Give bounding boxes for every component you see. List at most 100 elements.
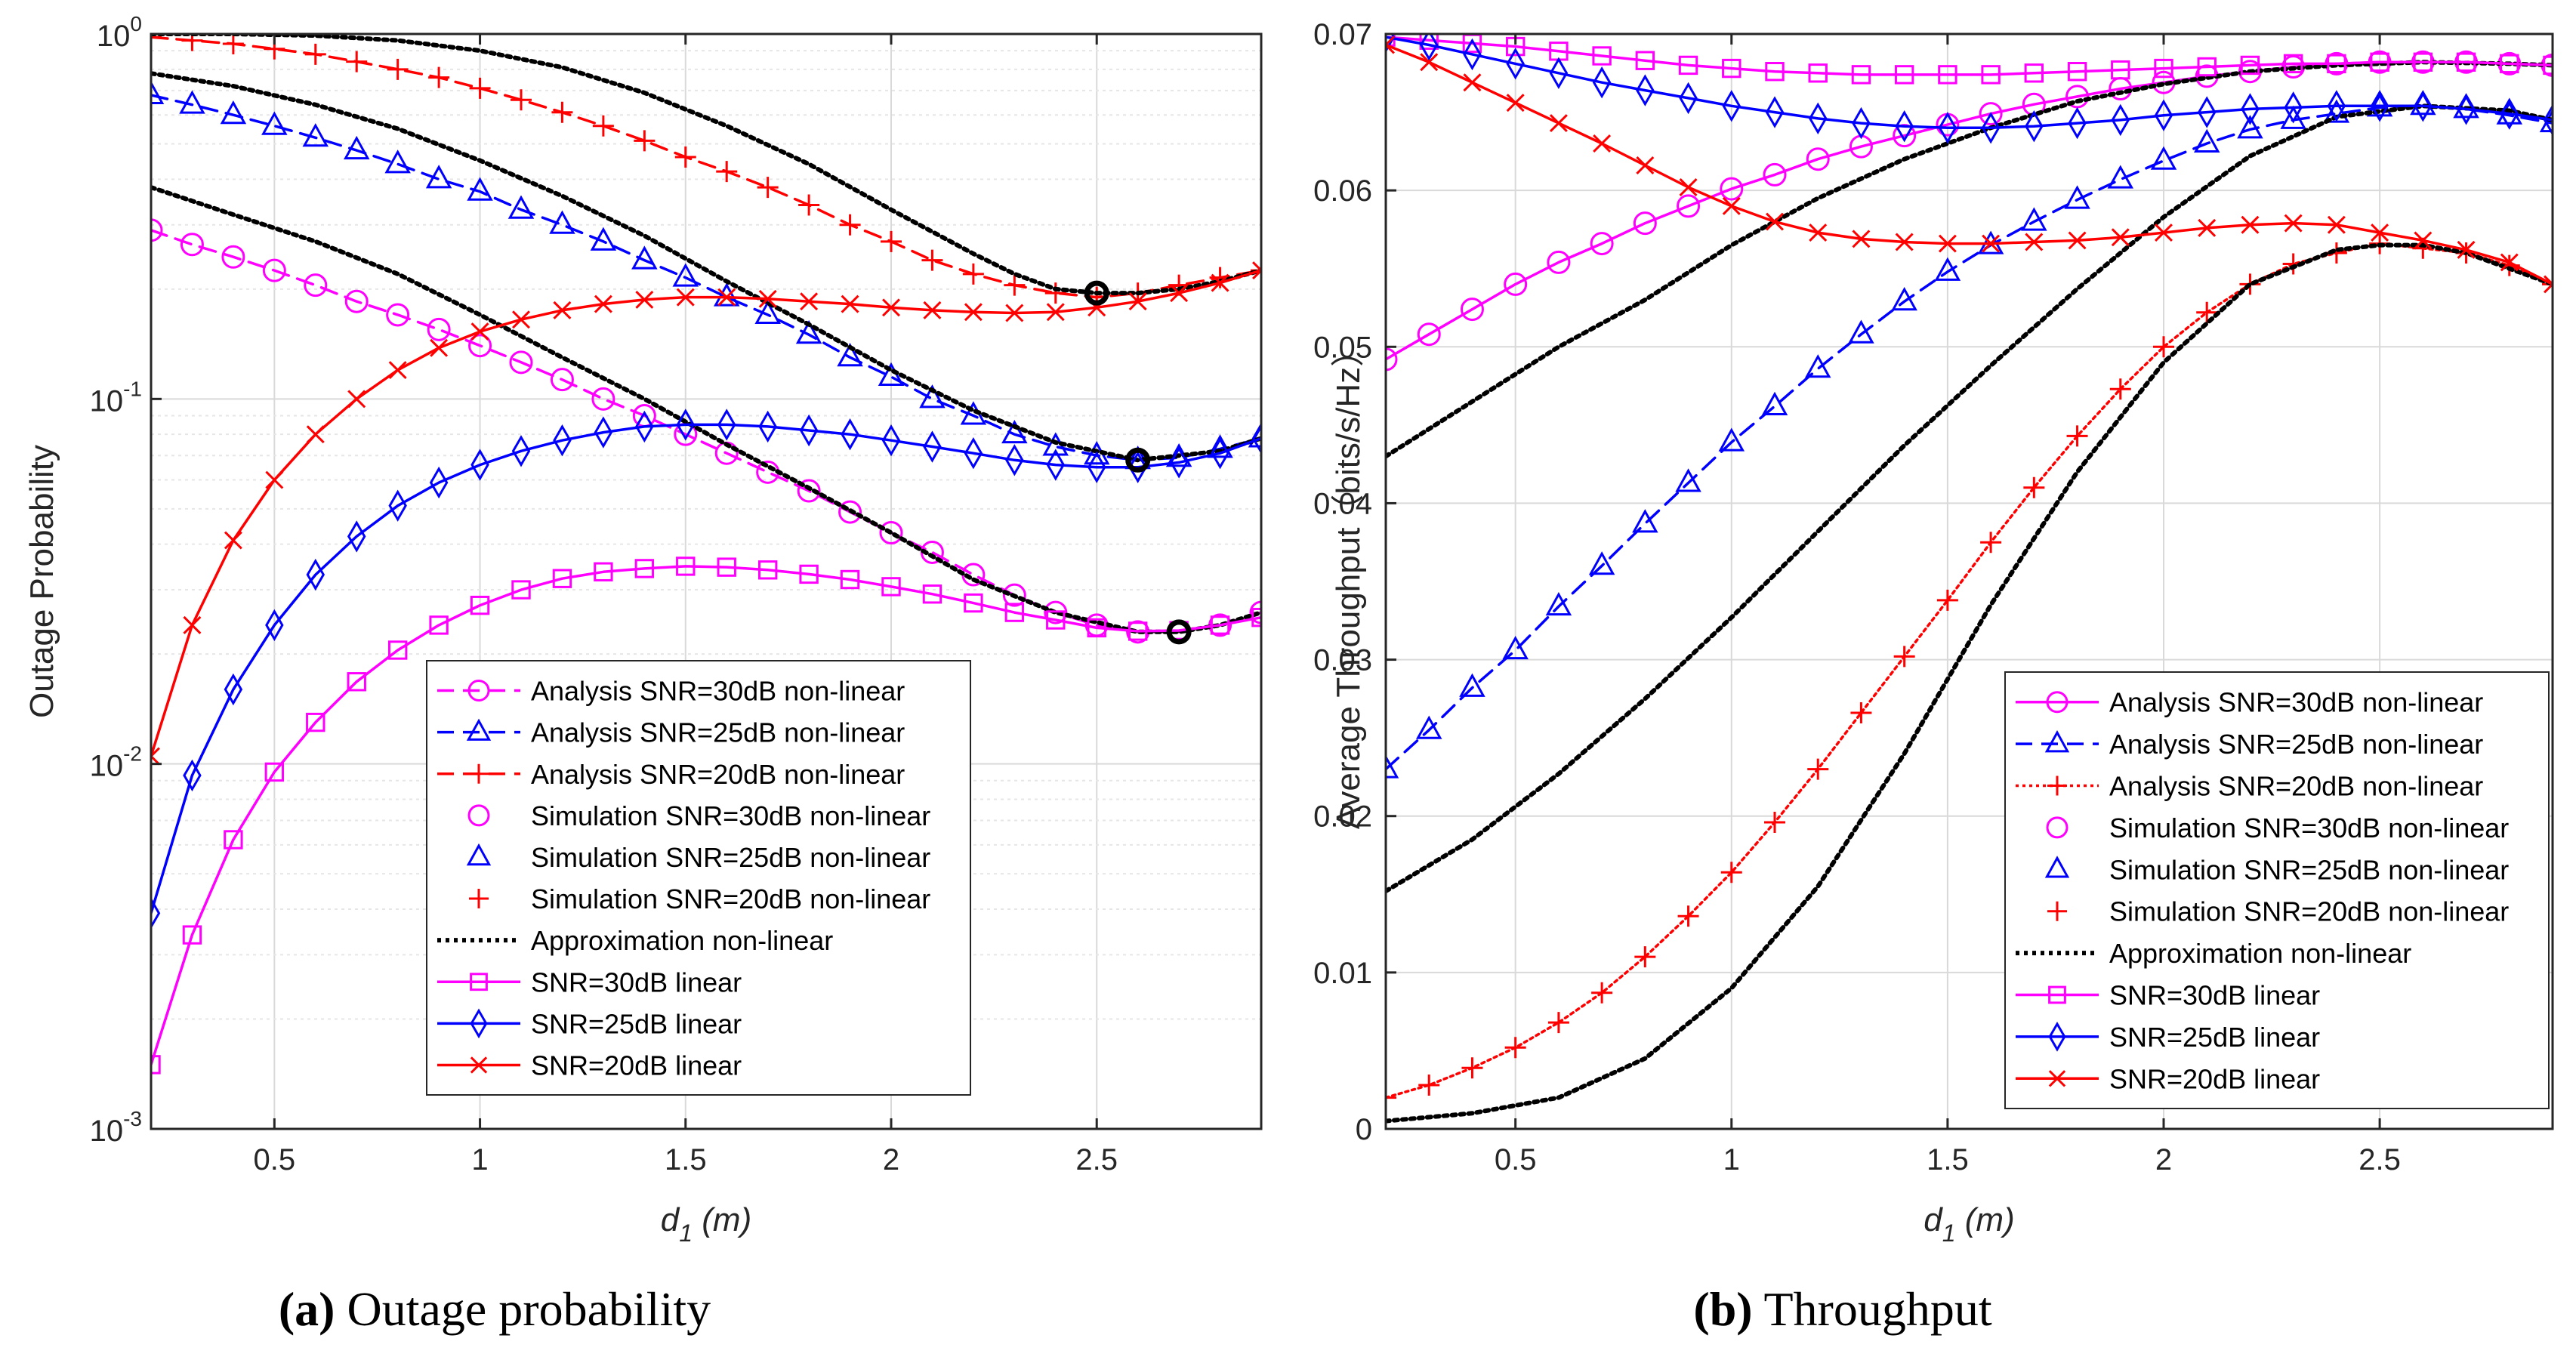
data-point [2023, 476, 2045, 498]
series-line [151, 565, 1261, 1066]
caption-a-letter: (a) [279, 1282, 335, 1336]
data-point [1851, 65, 1871, 85]
data-point [754, 300, 781, 324]
data-point [1005, 444, 1024, 476]
data-point [590, 227, 617, 251]
data-point [388, 489, 407, 522]
data-point [1938, 234, 1957, 253]
data-point [837, 343, 863, 367]
data-point [1934, 257, 1961, 281]
data-point [1722, 196, 1741, 215]
data-point [1632, 509, 1658, 533]
data-point [2237, 115, 2263, 139]
series-line [1386, 103, 2553, 894]
data-point [1848, 319, 1874, 344]
data-point [1804, 354, 1831, 378]
data-point [224, 531, 242, 550]
series-line [1386, 104, 2553, 771]
data-point [2457, 93, 2476, 125]
data-point [549, 210, 575, 234]
data-point [2241, 215, 2260, 234]
legend-label: Simulation SNR=25dB non-linear [531, 842, 930, 873]
data-point [1210, 615, 1230, 635]
legend-marker [467, 804, 490, 827]
legend-marker [466, 718, 492, 741]
data-point [1679, 178, 1698, 196]
data-point [676, 409, 696, 441]
data-point [1545, 591, 1572, 616]
data-point [180, 233, 204, 257]
data-point [1634, 946, 1656, 968]
highlight-point [1125, 447, 1151, 473]
data-point [552, 569, 572, 588]
data-point [799, 564, 819, 584]
data-point [1592, 46, 1612, 66]
data-point [347, 390, 366, 409]
data-point [511, 435, 531, 467]
data-point [2111, 60, 2130, 80]
series-9 [151, 557, 1261, 1075]
data-point [1549, 57, 1569, 89]
legend-entry: Analysis SNR=25dB non-linear [437, 717, 905, 748]
data-point [2370, 90, 2389, 122]
x-tick-label: 2.5 [1075, 1143, 1118, 1176]
legend-entry: SNR=30dB linear [2016, 980, 2320, 1011]
data-point [1807, 758, 1829, 780]
legend-entry: SNR=20dB linear [437, 1050, 742, 1081]
data-point [2064, 185, 2090, 209]
data-point [795, 320, 822, 344]
legend-marker [470, 973, 488, 991]
data-point [2193, 128, 2220, 153]
data-point [306, 558, 325, 591]
data-point [427, 317, 451, 341]
legend-entry: Simulation SNR=30dB non-linear [467, 800, 930, 831]
data-point [470, 595, 490, 615]
legend-entry: Analysis SNR=20dB non-linear [2016, 771, 2483, 802]
data-point [306, 425, 325, 444]
data-point [922, 584, 942, 604]
data-point [1386, 347, 1398, 372]
data-point [881, 230, 902, 252]
data-point [838, 500, 862, 524]
legend-entry: SNR=20dB linear [2016, 1063, 2320, 1094]
data-point [1677, 194, 1701, 218]
y-tick-label: 10-1 [90, 377, 142, 418]
data-point [1852, 230, 1871, 248]
legend-label: SNR=25dB linear [2109, 1022, 2320, 1053]
data-point [2111, 103, 2130, 137]
data-point [2065, 85, 2090, 109]
data-point [470, 449, 489, 481]
data-point [1806, 147, 1830, 171]
data-point [2068, 231, 2087, 250]
data-point [1893, 646, 1915, 668]
legend-label: Simulation SNR=20dB non-linear [2109, 896, 2509, 927]
data-point [1463, 73, 1482, 92]
data-point [183, 615, 202, 634]
data-point [182, 925, 202, 945]
data-point [1679, 82, 1698, 115]
legend-entry: Analysis SNR=30dB non-linear [437, 676, 905, 707]
data-point [2500, 54, 2519, 74]
legend-label: SNR=25dB linear [531, 1008, 742, 1039]
legend-label: Simulation SNR=25dB non-linear [2109, 854, 2509, 885]
x-tick-label: 2.5 [2359, 1143, 2401, 1176]
data-point [430, 338, 449, 357]
data-point [507, 195, 535, 219]
data-point [797, 479, 821, 503]
y-tick-label: 0.06 [1313, 174, 1372, 208]
data-point [962, 263, 984, 285]
data-point [1895, 233, 1914, 251]
data-point [224, 830, 243, 850]
data-point [1590, 232, 1614, 256]
y-tick-label: 0.03 [1313, 644, 1372, 677]
data-point [553, 424, 572, 457]
data-point [713, 282, 740, 307]
data-point [2024, 63, 2044, 83]
series-line [151, 71, 1261, 463]
y-tick-label: 0 [1356, 1113, 1372, 1146]
data-point [1252, 261, 1261, 280]
data-point [2370, 52, 2389, 72]
caption-a: (a) Outage probability [279, 1282, 711, 1336]
data-point [265, 470, 284, 489]
legend-label: Approximation non-linear [531, 925, 833, 956]
